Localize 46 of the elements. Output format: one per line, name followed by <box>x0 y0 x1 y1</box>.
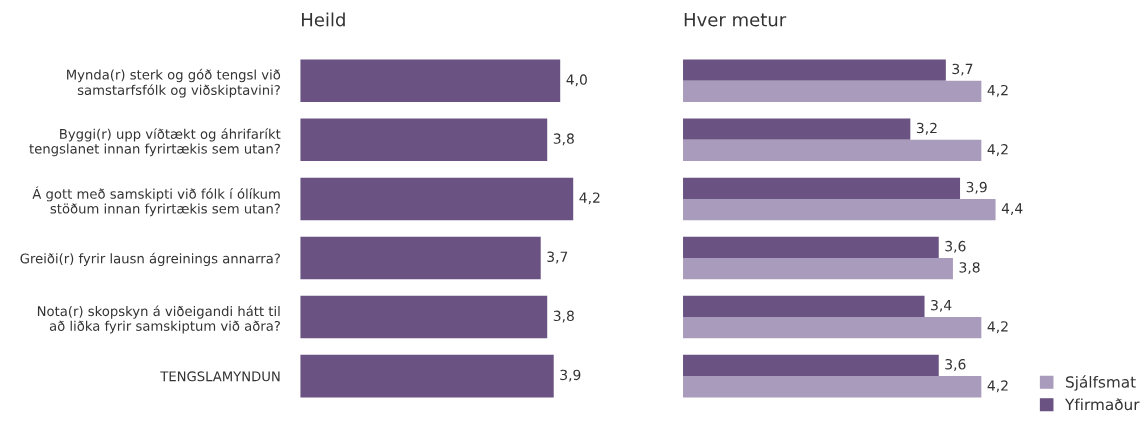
data-label: 3,4 <box>931 299 952 312</box>
bar <box>683 118 911 140</box>
data-label: 3,8 <box>959 262 980 275</box>
bar <box>683 236 939 258</box>
data-label: 3,9 <box>560 369 581 382</box>
data-label: 3,8 <box>553 310 574 323</box>
data-label: 4,2 <box>579 192 600 205</box>
data-label: 3,2 <box>916 122 937 135</box>
data-label: 3,9 <box>966 181 987 194</box>
bar <box>683 80 982 103</box>
bar <box>300 118 548 162</box>
data-label: 3,7 <box>952 63 973 76</box>
data-label: 3,6 <box>945 359 966 371</box>
legend-label: Yfirmaður <box>1064 398 1140 411</box>
bar <box>300 354 554 398</box>
bar <box>683 354 939 377</box>
y-tick-label: Nota(r) skopskyn á viðeigandi hátt til að liðka fyrir samskiptum við aðra? <box>37 305 280 334</box>
y-tick-label: Greiði(r) fyrir lausn ágreinings annarra? <box>20 252 280 266</box>
bar <box>300 59 561 103</box>
chart-title: Heild <box>302 12 345 27</box>
data-label: 3,8 <box>553 133 574 146</box>
bar <box>683 198 996 221</box>
bar <box>300 295 548 339</box>
y-tick-label: TENGSLAMYNDUN <box>160 371 280 382</box>
data-label: 4,2 <box>987 380 1008 393</box>
bar <box>300 177 574 221</box>
bar <box>300 236 541 280</box>
data-label: 3,7 <box>547 251 568 264</box>
bar <box>683 295 925 318</box>
bar <box>683 376 982 398</box>
bar <box>683 177 961 199</box>
y-tick-label: Á gott með samskipti við fólk í ólíkum stöðum innan fyrirtækis sem utan? <box>32 186 280 217</box>
data-label: 4,2 <box>987 84 1008 97</box>
data-label: 4,4 <box>1001 203 1023 215</box>
legend-label: Sjálfsmat <box>1066 375 1136 391</box>
data-label: 4,2 <box>987 144 1008 156</box>
bar <box>683 59 946 81</box>
data-label: 3,6 <box>945 240 966 253</box>
y-tick-label: Byggi(r) upp víðtækt og áhrifaríkt tengslanet innan fyrirtækis sem utan? <box>29 128 281 157</box>
bar <box>683 139 982 162</box>
chart-title: Hver metur <box>684 13 787 27</box>
bar <box>683 317 982 339</box>
data-label: 4,0 <box>566 74 587 87</box>
data-label: 4,2 <box>987 321 1008 334</box>
y-tick-label: Mynda(r) sterk og góð tengsl við samstarfsfólk og viðskiptavini? <box>67 68 281 98</box>
bar <box>683 257 953 280</box>
